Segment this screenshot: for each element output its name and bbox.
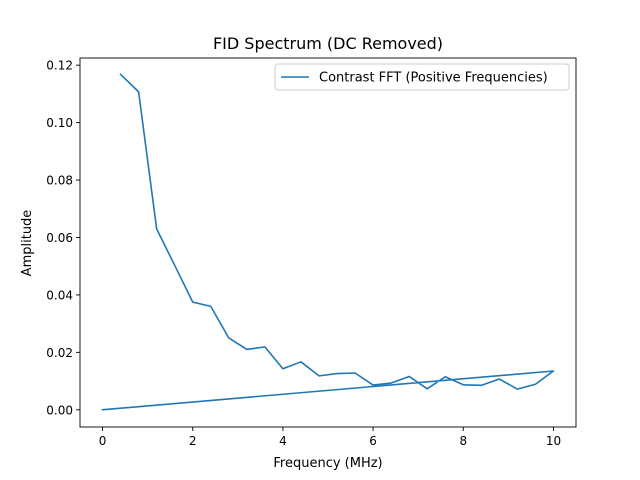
x-tick-label: 10 [546,434,561,448]
axes: 0 2 4 6 8 10 0.00 0.02 0.04 0.06 0.08 0.10 0.12 [46,57,577,448]
legend-label: Contrast FFT (Positive Frequencies) [319,71,548,86]
chart-title: FID Spectrum (DC Removed) [213,34,443,53]
legend: Contrast FFT (Positive Frequencies) [274,63,570,91]
y-tick-label: 0.06 [46,231,73,245]
y-tick-label: 0.02 [46,346,73,360]
x-tick-label: 0 [99,434,107,448]
series-line-0 [101,73,555,411]
y-axis-label: Amplitude [20,210,35,277]
y-tick-label: 0.00 [46,403,73,417]
x-tick-label: 2 [189,434,197,448]
y-tick-label: 0.10 [46,116,73,130]
y-tick-label: 0.04 [46,288,73,302]
plot-area [101,73,555,411]
y-tick-label: 0.08 [46,174,73,188]
x-tick-label: 8 [459,434,467,448]
x-axis-label: Frequency (MHz) [273,456,382,471]
x-tick-label: 4 [279,434,287,448]
x-tick-label: 6 [369,434,377,448]
axes-frame [79,57,577,428]
legend-box [274,63,570,91]
y-tick-label: 0.12 [46,59,73,73]
